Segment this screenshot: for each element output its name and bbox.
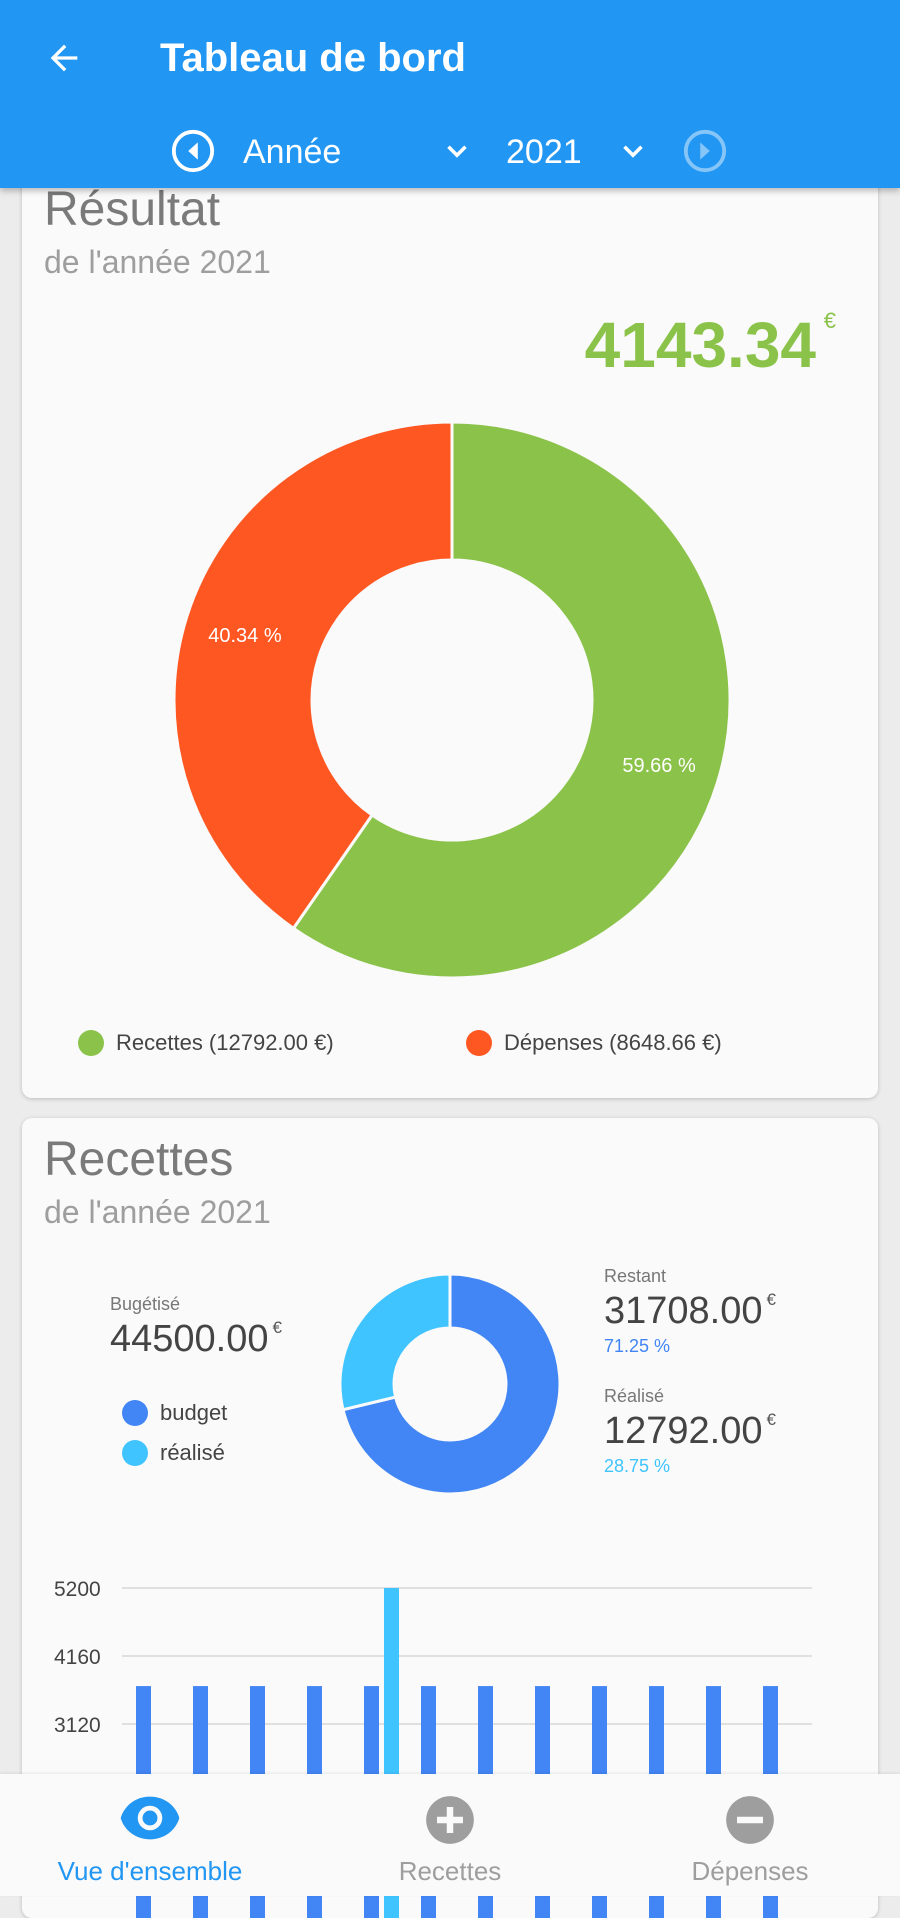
remaining-percent: 71.25 % [604,1336,671,1356]
expense-slice [172,420,454,931]
legend-expense-swatch [466,1030,492,1056]
app-bar: Tableau de bord Année 2021 [0,0,900,188]
legend-income-swatch [78,1030,104,1056]
period-selector: Année 2021 [0,124,900,180]
result-card: Résultat de l'année 2021 4143.34 € 59.66 … [22,150,878,1098]
budget-slice [341,1272,562,1496]
nav-income[interactable]: Recettes [300,1774,600,1896]
result-donut-chart: 59.66 % 40.34 % [172,420,732,980]
legend-expense: Dépenses (8648.66 €) [466,1030,722,1056]
realized-label: Réalisé [604,1386,665,1406]
minus-circle-icon [726,1796,774,1844]
y-tick-label: 4160 [54,1646,101,1669]
y-tick-label: 5200 [54,1578,101,1601]
result-total: 4143.34 € [584,308,836,381]
budgeted-label: Bugétisé [110,1294,181,1314]
legend-realized-swatch [122,1440,148,1466]
plus-circle-icon [426,1796,474,1844]
y-tick-label: 3120 [54,1714,101,1737]
nav-income-label: Recettes [398,1856,502,1886]
realized-slice [338,1272,452,1412]
realized-percent: 28.75 % [604,1456,671,1476]
year-select[interactable]: 2021 [506,133,582,171]
result-card-title: Résultat [44,183,221,236]
period-type-select[interactable]: Année [243,133,342,171]
budgeted-value: 44500.00 € [110,1318,282,1360]
income-card-subtitle: de l'année 2021 [44,1194,271,1230]
legend-income-label: Recettes (12792.00 €) [116,1030,334,1055]
bottom-navigation: Vue d'ensemble Recettes Dépenses [0,1774,900,1896]
eye-icon [120,1796,180,1840]
period-dropdown-button[interactable] [440,134,474,173]
nav-expenses-label: Dépenses [691,1856,809,1886]
legend-realized: réalisé [122,1440,225,1466]
legend-budget-swatch [122,1400,148,1426]
year-dropdown-button[interactable] [616,134,650,173]
chevron-down-icon [623,145,643,158]
legend-income: Recettes (12792.00 €) [78,1030,334,1056]
chevron-down-icon [447,145,467,158]
arrow-left-icon [50,44,78,72]
currency-symbol: € [823,308,836,333]
nav-expenses[interactable]: Dépenses [600,1774,900,1896]
chevron-right-circle-icon [683,129,727,173]
legend-realized-label: réalisé [160,1440,225,1465]
income-slice [291,420,732,980]
legend-expense-label: Dépenses (8648.66 €) [504,1030,722,1055]
chevron-left-circle-icon [171,129,215,173]
remaining-label: Restant [604,1266,667,1286]
income-card-title: Recettes [44,1133,234,1186]
slice-label: 40.34 % [208,625,282,647]
result-card-subtitle: de l'année 2021 [44,244,271,280]
legend-budget: budget [122,1400,227,1426]
nav-overview-label: Vue d'ensemble [57,1856,243,1886]
legend-budget-label: budget [160,1400,228,1425]
slice-label: 59.66 % [622,755,696,777]
nav-overview[interactable]: Vue d'ensemble [0,1774,300,1896]
income-donut-chart [338,1272,562,1496]
remaining-value: 31708.00 € [604,1290,776,1332]
back-button[interactable] [38,32,90,84]
previous-period-button[interactable] [170,128,216,179]
realized-value: 12792.00 € [604,1410,776,1452]
page-title: Tableau de bord [160,36,466,80]
next-period-button[interactable] [682,128,728,179]
